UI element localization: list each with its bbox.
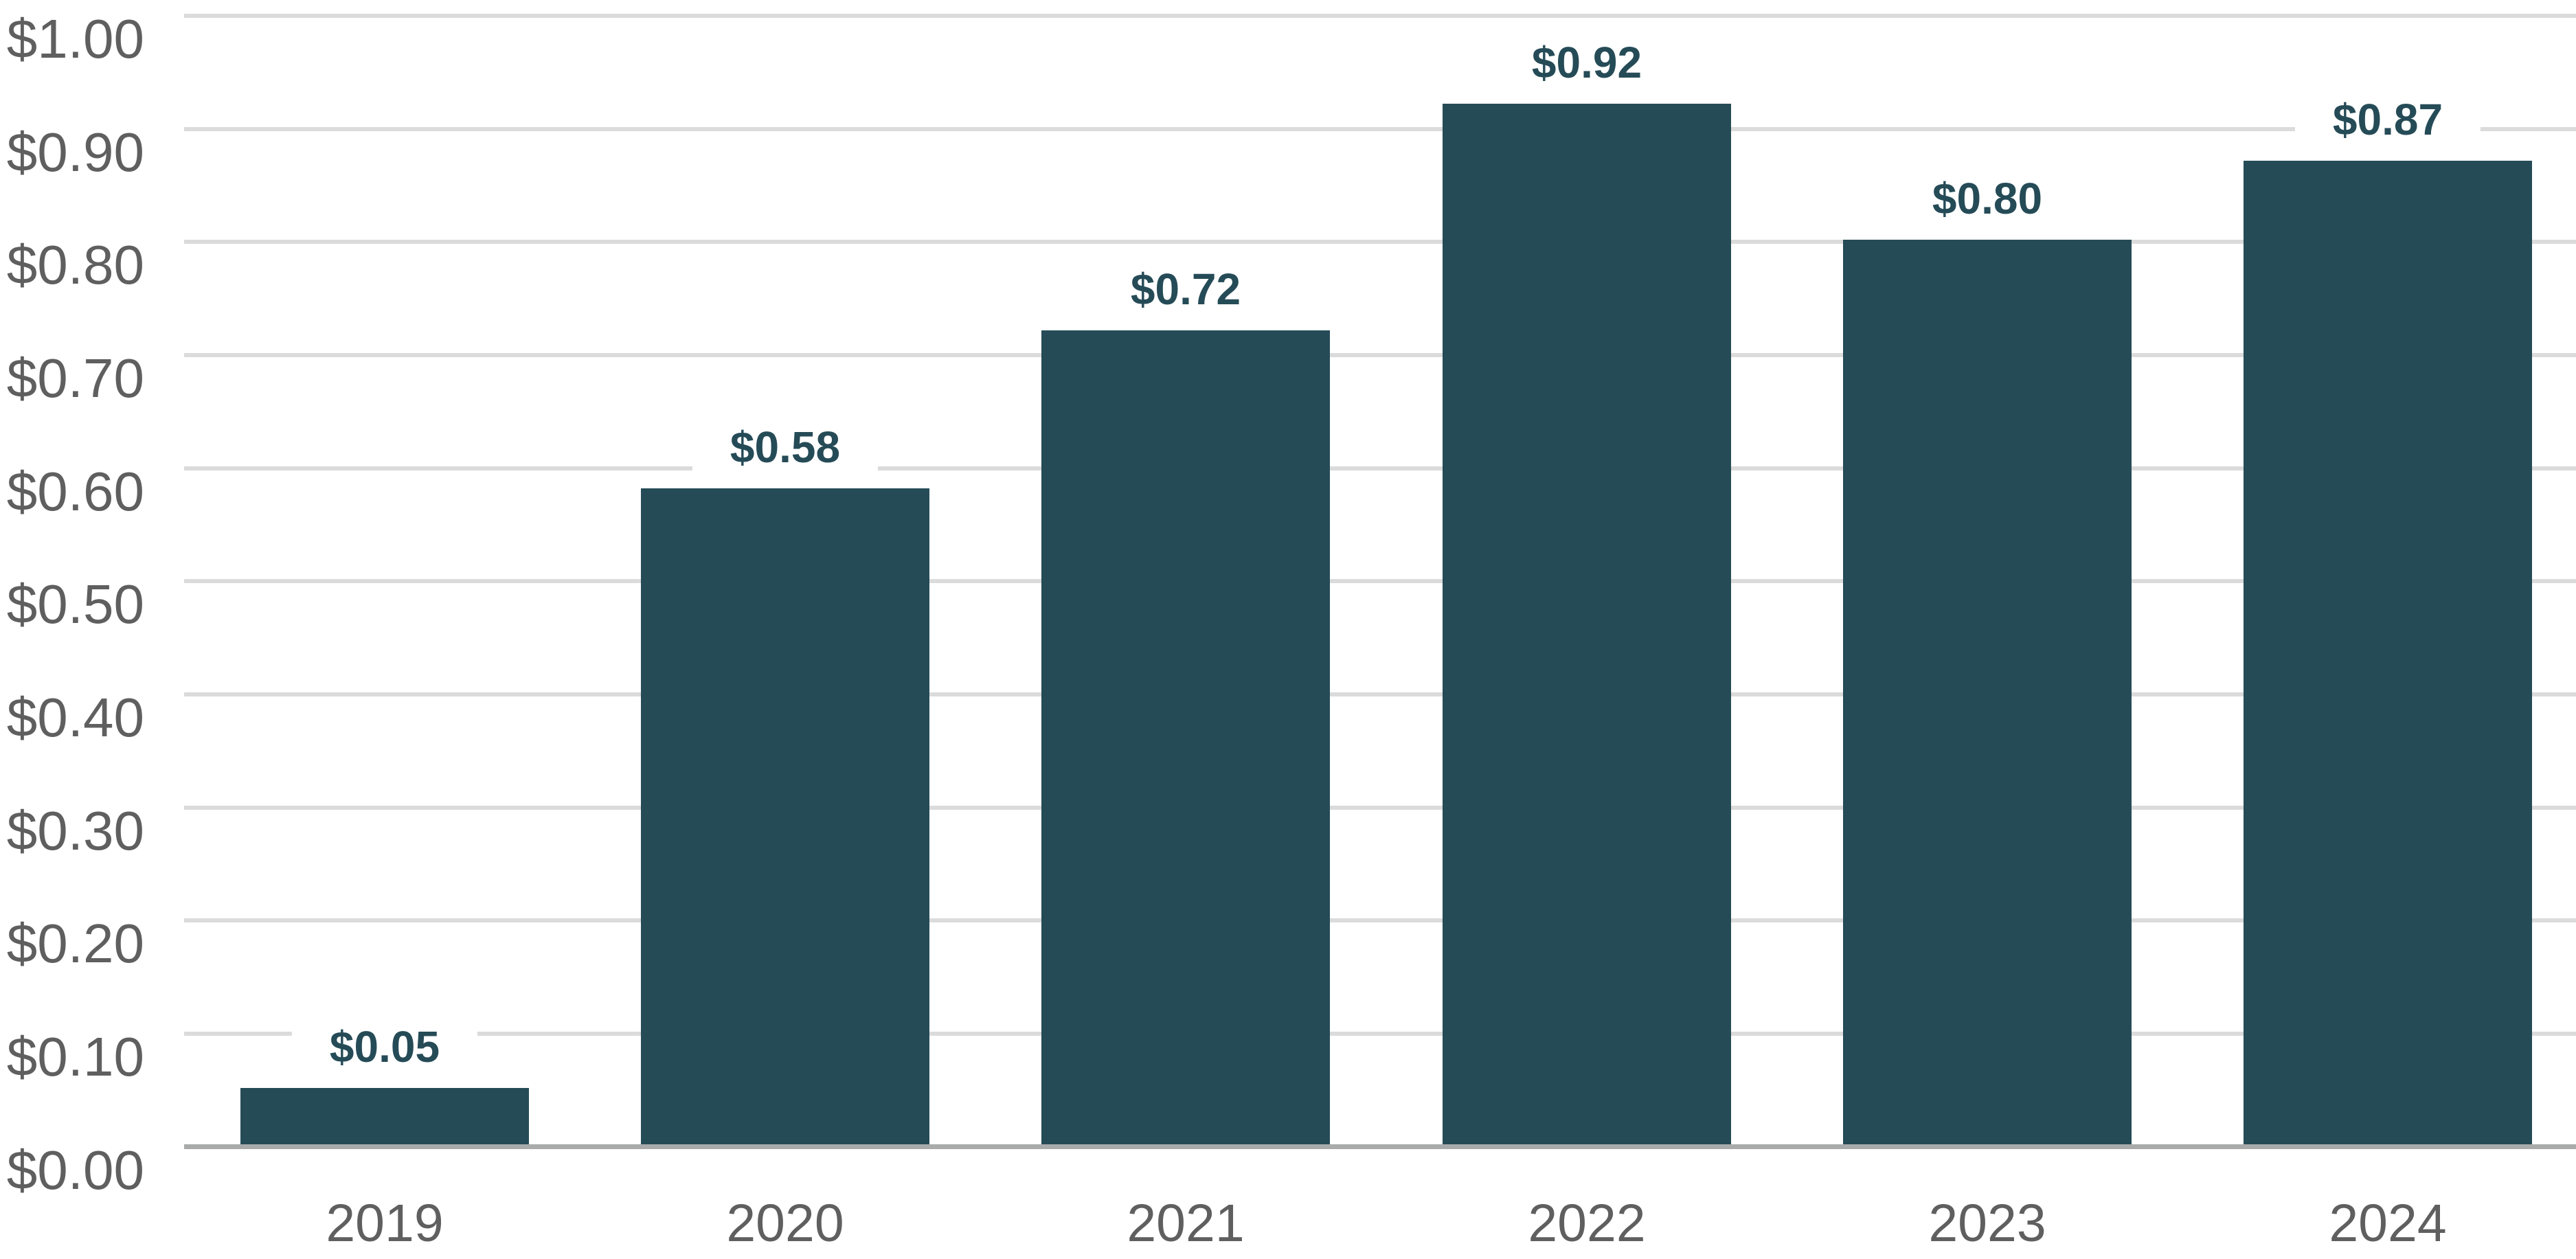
gridline: [184, 353, 2576, 357]
bar-value-label-2019: $0.05: [291, 1021, 478, 1073]
bar-2024: [2244, 161, 2532, 1144]
bar-value-label-2024: $0.87: [2294, 93, 2481, 146]
bar-2022: [1443, 104, 1731, 1144]
x-axis-label-2023: 2023: [1928, 1194, 2046, 1253]
x-axis-label-2021: 2021: [1127, 1194, 1245, 1253]
x-axis-label-2019: 2019: [326, 1194, 444, 1253]
y-tick-label: $0.90: [6, 122, 144, 183]
y-tick-label: $0.70: [6, 348, 144, 409]
y-tick-label: $0.10: [6, 1026, 144, 1087]
y-tick-label: $0.80: [6, 234, 144, 295]
bar-value-label-2021: $0.72: [1092, 263, 1279, 315]
gridline: [184, 240, 2576, 244]
x-axis-label-2022: 2022: [1528, 1194, 1646, 1253]
x-axis-label-2024: 2024: [2329, 1194, 2447, 1253]
y-tick-label: $0.00: [6, 1139, 144, 1201]
bar-2021: [1041, 330, 1330, 1144]
bar-value-label-2023: $0.80: [1894, 172, 2081, 225]
x-axis-label-2020: 2020: [726, 1194, 844, 1253]
axis-baseline: [184, 1144, 2576, 1149]
bar-2020: [641, 488, 929, 1144]
y-tick-label: $0.40: [6, 687, 144, 748]
bar-value-label-2022: $0.92: [1493, 36, 1680, 89]
gridline: [184, 127, 2576, 131]
bar-2023: [1843, 240, 2132, 1144]
gridline: [184, 579, 2576, 583]
bar-value-label-2020: $0.58: [692, 421, 879, 473]
gridline: [184, 918, 2576, 922]
gridline: [184, 14, 2576, 18]
gridline: [184, 1032, 2576, 1036]
y-tick-label: $0.30: [6, 800, 144, 861]
bar-2019: [240, 1088, 529, 1144]
gridline: [184, 692, 2576, 696]
y-tick-label: $1.00: [6, 8, 144, 69]
y-tick-label: $0.50: [6, 574, 144, 635]
y-tick-label: $0.60: [6, 461, 144, 522]
y-tick-label: $0.20: [6, 913, 144, 974]
gridline: [184, 806, 2576, 810]
gridline: [184, 466, 2576, 470]
